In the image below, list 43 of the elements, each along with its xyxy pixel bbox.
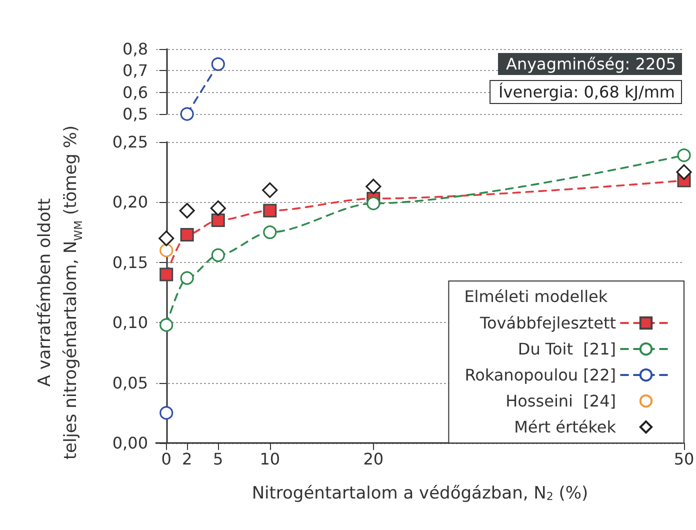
y-tick-label: 0,20 xyxy=(112,192,148,212)
x-tick-label: 2 xyxy=(182,450,192,468)
legend-label: Hosseini [24] xyxy=(506,392,616,410)
y-tick-label: 0,25 xyxy=(112,132,148,152)
point xyxy=(211,214,225,228)
point xyxy=(158,230,174,246)
x-tick-label: 20 xyxy=(363,450,384,468)
y-tick-label: 0,7 xyxy=(122,61,148,80)
point xyxy=(180,228,194,242)
point xyxy=(180,271,194,285)
x-tick-label: 0 xyxy=(161,450,172,468)
y-tick-label: 0,5 xyxy=(122,104,148,124)
legend-label: Rokanopoulou [22] xyxy=(464,366,616,384)
annotation: Ívenergia: 0,68 kJ/mm xyxy=(498,82,675,102)
y-tick-label: 0,15 xyxy=(112,252,148,272)
x-axis-title: Nitrogéntartalom a védőgázban, N2 (%) xyxy=(252,484,588,504)
point xyxy=(179,202,195,218)
legend-title: Elméleti modellek xyxy=(464,287,608,306)
point xyxy=(160,406,174,420)
legend-label: Du Toit [21] xyxy=(518,340,616,358)
point xyxy=(160,244,174,258)
point xyxy=(210,200,226,216)
y-tick-label: 0,00 xyxy=(112,434,148,452)
legend-label: Mért értékek xyxy=(514,418,617,436)
y-tick-label: 0,10 xyxy=(112,313,148,332)
x-tick-label: 50 xyxy=(674,450,694,468)
point xyxy=(676,164,692,180)
point xyxy=(160,318,174,332)
y-tick-label: 0,8 xyxy=(122,40,148,58)
y-tick-label: 0,6 xyxy=(122,82,148,102)
point xyxy=(263,226,277,240)
point xyxy=(366,196,380,210)
point xyxy=(262,182,278,198)
legend-label: Továbbfejlesztett xyxy=(478,314,616,332)
x-tick-label: 10 xyxy=(260,450,280,468)
point xyxy=(211,248,225,262)
y-tick-label: 0,05 xyxy=(112,373,148,392)
point xyxy=(160,268,174,282)
point xyxy=(366,178,382,194)
annotation: Anyagminőség: 2205 xyxy=(506,54,676,74)
x-tick-label: 5 xyxy=(213,450,224,468)
point xyxy=(677,148,691,162)
point xyxy=(263,204,277,218)
